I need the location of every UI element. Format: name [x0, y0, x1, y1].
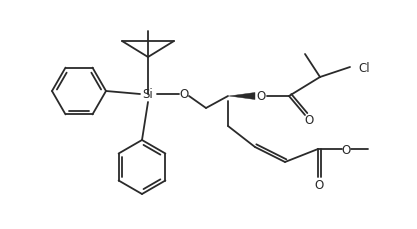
Text: O: O: [256, 90, 266, 103]
Text: O: O: [304, 113, 314, 126]
Polygon shape: [229, 93, 255, 100]
Text: Si: Si: [143, 88, 153, 101]
Text: Cl: Cl: [358, 61, 369, 74]
Text: O: O: [314, 179, 324, 192]
Text: O: O: [342, 143, 351, 156]
Text: O: O: [179, 88, 188, 101]
